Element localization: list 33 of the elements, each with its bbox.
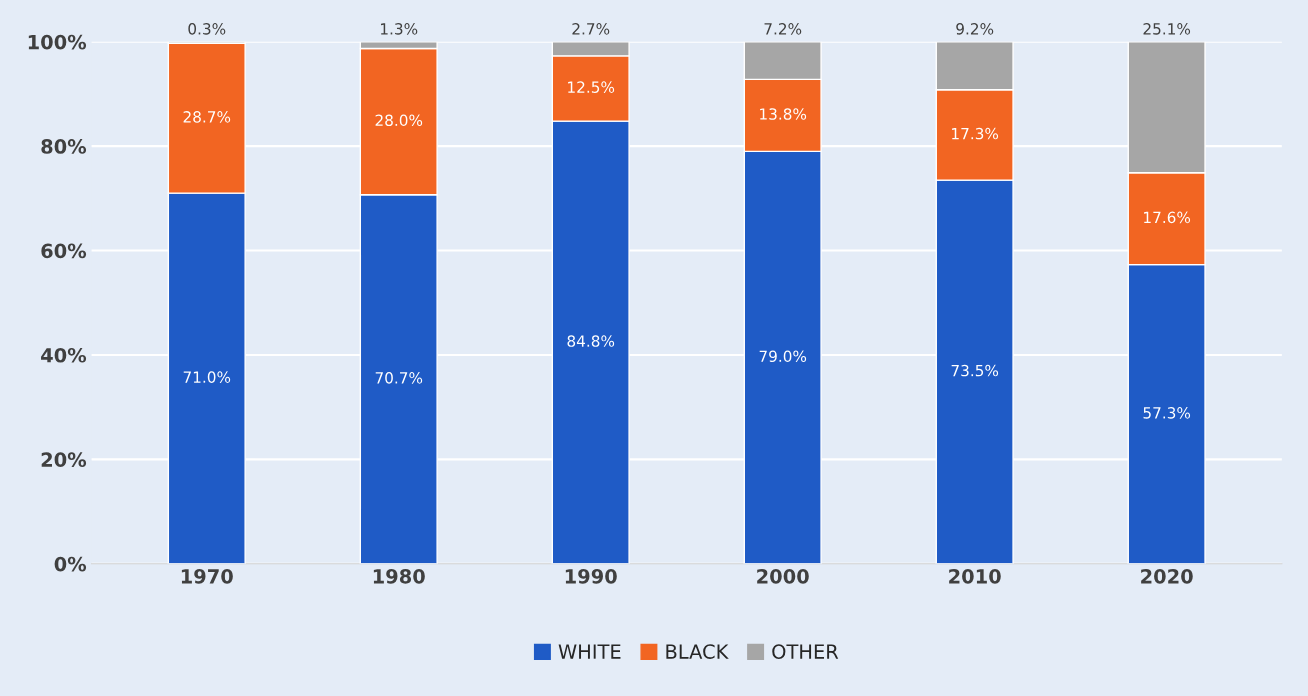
data-label: 25.1% (1143, 23, 1191, 35)
data-label: 57.3% (1143, 407, 1191, 419)
legend-label: WHITE (558, 644, 621, 659)
x-tick-label: 1980 (373, 568, 425, 584)
x-tick-label: 2020 (1141, 568, 1193, 584)
y-tick-label: 60% (41, 243, 87, 259)
data-label: 28.0% (375, 114, 423, 127)
data-label: 79.0% (759, 350, 807, 362)
data-label: 17.6% (1144, 211, 1191, 224)
data-label: 71.0% (183, 371, 231, 383)
x-tick-label: 1970 (181, 568, 233, 584)
y-tick-label: 0% (54, 556, 87, 572)
y-tick-label: 40% (41, 347, 87, 363)
data-label: 9.2% (956, 23, 994, 35)
data-label: 84.8% (567, 335, 615, 347)
y-tick-label: 20% (41, 452, 87, 468)
data-label: 12.5% (568, 81, 615, 93)
data-label: 1.3% (381, 23, 418, 35)
data-label: 13.8% (760, 108, 807, 120)
data-label: 2.7% (572, 23, 610, 35)
x-tick-label: 2000 (757, 568, 809, 584)
y-tick-label: 100% (28, 34, 87, 50)
x-tick-label: 2010 (949, 568, 1001, 584)
legend-label: OTHER (772, 644, 839, 659)
data-label: 17.3% (952, 127, 999, 140)
x-tick-label: 1990 (565, 568, 617, 584)
data-label: 28.7% (183, 111, 231, 123)
legend-label: BLACK (666, 644, 729, 659)
data-label: 7.2% (764, 23, 802, 35)
y-tick-label: 80% (41, 139, 87, 154)
data-label: 70.7% (375, 372, 423, 384)
data-label: 73.5% (951, 364, 999, 377)
data-label: 0.3% (188, 23, 226, 35)
